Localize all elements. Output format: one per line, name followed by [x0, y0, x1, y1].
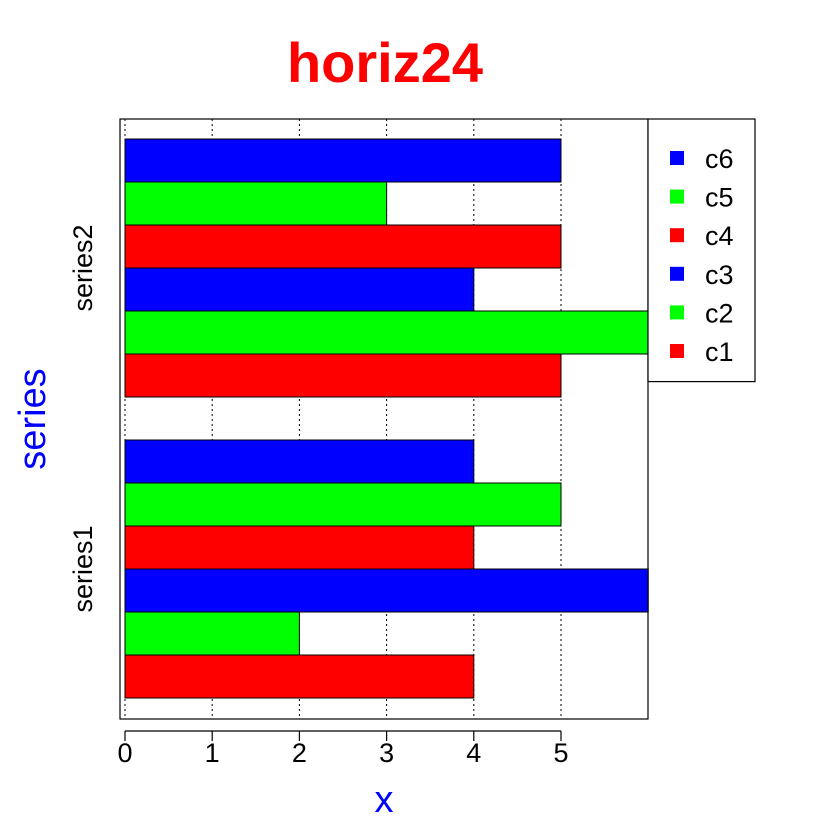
legend-label: c2	[705, 298, 734, 328]
y-axis: series1 series2	[68, 224, 98, 612]
bar-series2-c4	[124, 224, 562, 269]
x-tick-label: 1	[205, 738, 220, 768]
plot-frame	[119, 118, 649, 720]
x-axis: 0 1 2 3 4 5	[117, 730, 569, 768]
legend-label: c1	[705, 337, 734, 367]
x-tick-label: 0	[117, 738, 132, 768]
bar-series1-c1	[124, 654, 475, 699]
x-tick-label: 2	[292, 738, 307, 768]
y-category-label: series2	[68, 224, 98, 311]
legend-swatch	[670, 151, 684, 165]
bar-series2-c2	[124, 310, 649, 355]
bar-series2-c1	[124, 353, 562, 398]
y-category-label: series1	[68, 525, 98, 612]
legend-swatch	[670, 305, 684, 320]
legend: c6 c5 c4 c3 c2 c1	[647, 118, 756, 383]
legend-box	[647, 118, 756, 383]
bar-series1-c3	[124, 568, 649, 613]
bar-series1-c2	[124, 611, 300, 656]
x-tick-label: 3	[379, 738, 394, 768]
legend-label: c3	[705, 260, 734, 290]
legend-swatch	[670, 266, 684, 281]
bar-series1-c5	[124, 482, 562, 527]
x-axis-label: x	[375, 779, 394, 821]
legend-label: c5	[705, 183, 734, 213]
legend-label: c4	[705, 221, 734, 251]
legend-swatch	[670, 228, 684, 243]
bar-series2-c5	[124, 181, 388, 226]
bars	[124, 138, 649, 699]
legend-label: c6	[705, 144, 734, 174]
x-tick-label: 5	[553, 738, 568, 768]
legend-swatch	[670, 344, 684, 358]
y-axis-label: series	[12, 368, 54, 469]
legend-swatch	[670, 189, 684, 204]
bar-series1-c4	[124, 525, 475, 570]
chart-title: horiz24	[287, 31, 483, 94]
bar-series2-c6	[124, 138, 562, 183]
bar-series1-c6	[124, 439, 475, 484]
bar-series2-c3	[124, 267, 475, 312]
x-tick-label: 4	[466, 738, 481, 768]
